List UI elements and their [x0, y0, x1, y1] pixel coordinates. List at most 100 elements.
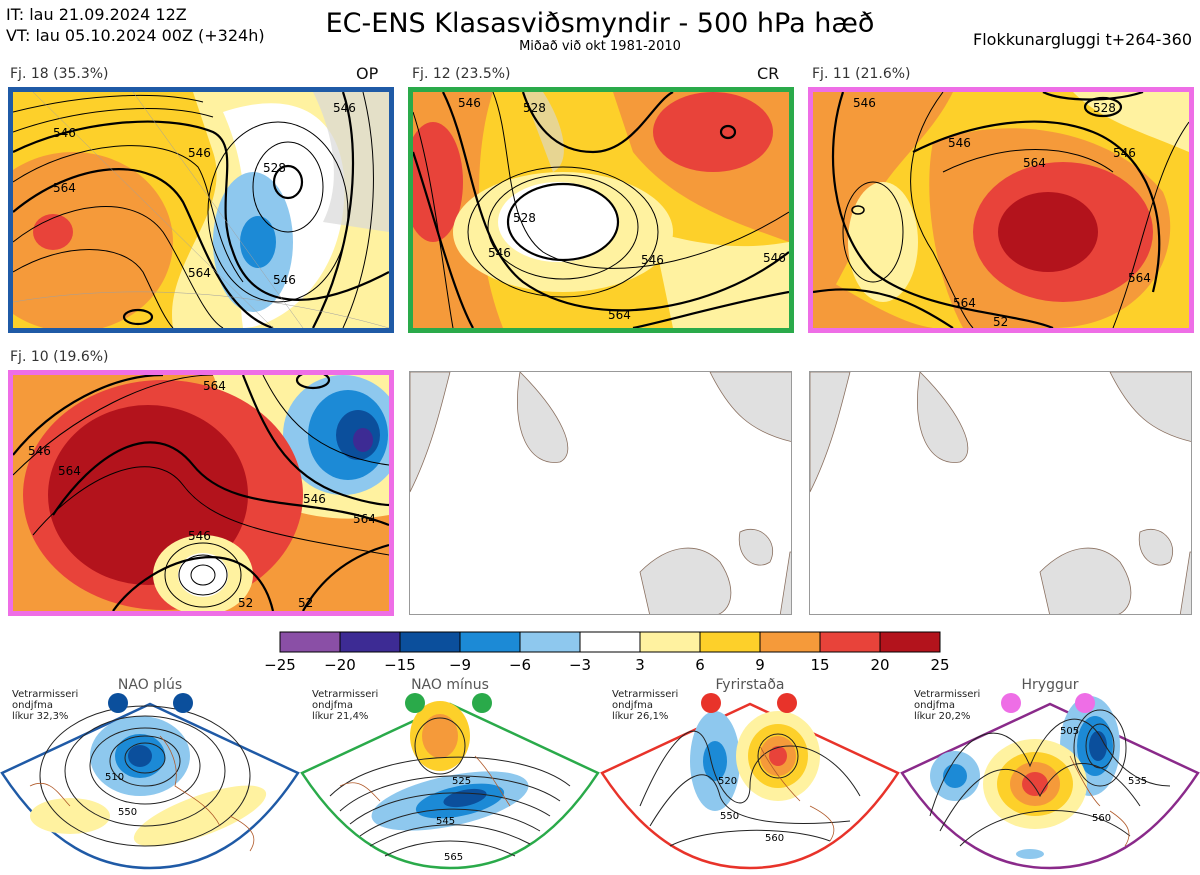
regime-title: NAO plús	[117, 677, 183, 693]
cluster-map-11[interactable]: 546 528 546 564 546 564 564 52	[808, 87, 1194, 333]
contour-label: 528	[263, 161, 286, 175]
empty-map	[809, 371, 1192, 615]
contour-label: 528	[513, 211, 536, 225]
colorbar: −25 −20 −15 −9 −6 −3 3 6 9 15 20 25	[260, 630, 960, 674]
contour-label: 564	[353, 512, 376, 526]
contour-label: 565	[444, 852, 463, 863]
regime-marker	[777, 693, 797, 713]
colorbar-swatch	[819, 631, 881, 653]
contour-label: 560	[765, 833, 784, 844]
cluster-map-12[interactable]: 546 528 528 546 546 564 546	[408, 87, 794, 333]
regime-note: Vetrarmisseri ondjfma líkur 21,4%	[312, 689, 379, 722]
regime-blocking: 520 550 560	[600, 676, 900, 871]
colorbar-tick: 15	[810, 656, 829, 674]
contour-label: 546	[188, 529, 211, 543]
colorbar-tick: −6	[509, 656, 531, 674]
contour-label: 546	[333, 101, 356, 115]
contour-label: 564	[188, 266, 211, 280]
cluster-map-10[interactable]: 546 564 546 546 564 564 52 52	[8, 370, 394, 616]
anomaly-map: 546 564 546 546 564 564 52 52	[13, 375, 389, 611]
cluster-label: Fj. 10 (19.6%)	[10, 349, 109, 365]
contour-label: 546	[458, 96, 481, 110]
contour-label: 564	[1023, 156, 1046, 170]
contour-label: 520	[718, 776, 737, 787]
contour-label: 564	[608, 308, 631, 322]
colorbar-tick: 9	[755, 656, 765, 674]
regime-note: Vetrarmisseri ondjfma líkur 26,1%	[612, 689, 679, 722]
colorbar-swatch	[759, 631, 821, 653]
regime-note: Vetrarmisseri ondjfma líkur 32,3%	[12, 689, 79, 722]
anomaly-map: 546 528 528 546 546 564 546	[413, 92, 789, 328]
colorbar-swatch	[879, 631, 941, 653]
contour-label: 546	[853, 96, 876, 110]
cluster-map-18[interactable]: 546 546 528 564 564 546 546	[8, 87, 394, 333]
anomaly-map: 546 546 528 564 564 546 546	[13, 92, 389, 328]
contour-label: 546	[641, 253, 664, 267]
contour-label: 546	[273, 273, 296, 287]
page-subtitle: Miðað við okt 1981-2010	[519, 39, 681, 54]
contour-label: 564	[953, 296, 976, 310]
colorbar-swatch	[699, 631, 761, 653]
empty-map	[409, 371, 792, 615]
contour-label: 546	[948, 136, 971, 150]
contour-label: 546	[488, 246, 511, 260]
contour-label: 528	[1093, 101, 1116, 115]
contour-label: 550	[118, 807, 137, 818]
contour-label: 546	[53, 126, 76, 140]
colorbar-swatch	[639, 631, 701, 653]
colorbar-swatch	[579, 631, 641, 653]
cluster-tag: CR	[757, 64, 780, 83]
cluster-label: Fj. 11 (21.6%)	[812, 66, 911, 82]
regime-marker	[405, 693, 425, 713]
contour-label: 52	[993, 315, 1008, 328]
page-title: EC-ENS Klasasviðsmyndir - 500 hPa hæð	[325, 8, 875, 39]
regime-title: NAO mínus	[411, 677, 489, 693]
contour-label: 525	[452, 776, 471, 787]
regime-marker	[173, 693, 193, 713]
colorbar-tick: −3	[569, 656, 591, 674]
colorbar-svg: −25 −20 −15 −9 −6 −3 3 6 9 15 20 25	[264, 631, 950, 674]
anomaly-map: 546 528 546 564 546 564 564 52	[813, 92, 1189, 328]
colorbar-swatch	[399, 631, 461, 653]
contour-label: 528	[523, 101, 546, 115]
contour-label: 545	[436, 816, 455, 827]
cluster-label: Fj. 12 (23.5%)	[412, 66, 511, 82]
regime-marker	[472, 693, 492, 713]
cluster-window: Flokkunargluggi t+264-360	[973, 30, 1192, 49]
contour-label: 564	[1128, 271, 1151, 285]
contour-label: 546	[28, 444, 51, 458]
issue-time: IT: lau 21.09.2024 12Z	[6, 5, 187, 24]
regime-marker	[108, 693, 128, 713]
colorbar-swatch	[459, 631, 521, 653]
regime-marker	[1001, 693, 1021, 713]
regime-marker	[1075, 693, 1095, 713]
contour-label: 535	[1128, 776, 1147, 787]
colorbar-tick: −9	[449, 656, 471, 674]
colorbar-tick: −15	[384, 656, 416, 674]
contour-label: 510	[105, 772, 124, 783]
contour-label: 564	[58, 464, 81, 478]
regime-marker	[701, 693, 721, 713]
contour-label: 546	[1113, 146, 1136, 160]
contour-label: 505	[1060, 726, 1079, 737]
contour-label: 564	[203, 379, 226, 393]
contour-label: 546	[763, 251, 786, 265]
cluster-tag: OP	[356, 64, 379, 83]
contour-label: 550	[720, 811, 739, 822]
valid-time: VT: lau 05.10.2024 00Z (+324h)	[6, 26, 265, 45]
contour-label: 52	[238, 596, 253, 610]
colorbar-swatch	[339, 631, 401, 653]
colorbar-tick: 20	[870, 656, 889, 674]
contour-label: 546	[303, 492, 326, 506]
cluster-label: Fj. 18 (35.3%)	[10, 66, 109, 82]
regime-title: Hryggur	[1021, 677, 1079, 693]
regime-title: Fyrirstaða	[715, 677, 785, 693]
contour-label: 560	[1092, 813, 1111, 824]
colorbar-tick: 25	[930, 656, 949, 674]
colorbar-tick: −25	[264, 656, 296, 674]
colorbar-tick: 6	[695, 656, 705, 674]
contour-label: 52	[298, 596, 313, 610]
contour-label: 564	[53, 181, 76, 195]
colorbar-tick: −20	[324, 656, 356, 674]
regime-nao-plus: 510 550	[0, 676, 300, 871]
